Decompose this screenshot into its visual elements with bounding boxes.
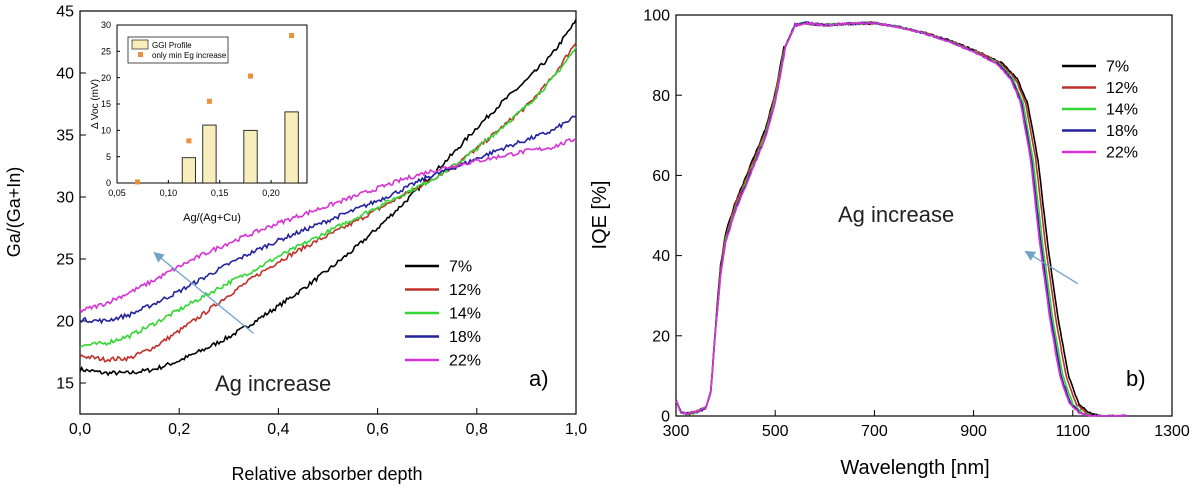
- panel-a-arrow: [153, 251, 255, 334]
- series-line-18%: [79, 115, 577, 325]
- panel-b-label: b): [1126, 366, 1146, 391]
- y-tick-label: 45: [56, 4, 74, 21]
- inset-ylabel: Δ Voc (mV): [90, 79, 101, 129]
- x-tick-label: 0,10: [160, 188, 178, 198]
- y-tick-label: 40: [56, 66, 74, 83]
- legend-label: 22%: [449, 353, 481, 370]
- panel-b-legend: 7% 12% 14% 18% 22%: [1062, 59, 1138, 162]
- x-tick-label: 0,2: [168, 421, 190, 438]
- y-tick-label: 35: [56, 128, 74, 145]
- panel-a-label: a): [529, 366, 549, 391]
- legend-label: 14%: [449, 306, 481, 323]
- panel-b-ylabel: IQE [%]: [589, 181, 611, 250]
- x-tick-label: 0,0: [69, 421, 91, 438]
- y-tick-label: 60: [652, 168, 670, 185]
- x-tick-label: 1100: [1056, 423, 1091, 440]
- legend-label: 12%: [1106, 80, 1138, 97]
- series-line-14%: [79, 46, 577, 349]
- inset-point: [248, 73, 254, 79]
- y-tick-label: 0: [661, 409, 670, 426]
- y-tick-label: 40: [652, 248, 670, 265]
- x-tick-label: 0,8: [466, 421, 488, 438]
- legend-label: 22%: [1106, 145, 1138, 162]
- x-tick-label: 0,6: [366, 421, 388, 438]
- legend-label: 18%: [449, 329, 481, 346]
- panel-b-arrow: [1024, 250, 1079, 285]
- panel-b-frame: [675, 14, 1173, 417]
- inset-bar: [284, 111, 299, 184]
- y-tick-label: 0: [106, 178, 111, 188]
- y-tick-label: 100: [643, 8, 670, 25]
- panel-a-legend: 7% 12% 14% 18% 22%: [405, 259, 481, 370]
- series-line-22%: [79, 137, 577, 314]
- x-tick-label: 300: [663, 423, 690, 440]
- panel-b-annotation-arrow: [1024, 250, 1079, 285]
- y-tick-label: 20: [56, 314, 74, 331]
- y-tick-label: 30: [101, 20, 111, 30]
- panel-b-lines: [675, 20, 1128, 417]
- x-tick-label: 0,20: [262, 188, 280, 198]
- x-tick-label: 1,0: [565, 421, 587, 438]
- series-line-7%: [79, 18, 577, 377]
- panel-b-xlabel: Wavelength [nm]: [840, 457, 989, 479]
- legend-label: 7%: [449, 259, 472, 276]
- panel-a-ticks: 0,0 0,2 0,4 0,6 0,8 1,0 15 20 25 30 35 40 45: [56, 4, 587, 438]
- inset-point: [206, 98, 212, 104]
- y-tick-label: 15: [56, 376, 74, 393]
- x-tick-label: 0,05: [108, 188, 126, 198]
- inset-bar: [243, 129, 258, 184]
- panel-a-annotation: Ag increase: [215, 371, 331, 396]
- inset-bars: [181, 111, 299, 184]
- x-tick-label: 0,15: [211, 188, 229, 198]
- x-tick-label: 700: [861, 423, 888, 440]
- y-tick-label: 80: [652, 88, 670, 105]
- inset-legend-point-swatch: [138, 52, 143, 57]
- y-tick-label: 25: [56, 252, 74, 269]
- inset-legend-bar-label: GGI Profile: [152, 41, 192, 50]
- inset-bar: [181, 157, 196, 184]
- inset-legend-bar-swatch: [131, 39, 149, 50]
- y-tick-label: 20: [652, 328, 670, 345]
- x-tick-label: 1300: [1154, 423, 1190, 440]
- inset-legend-point-label: only min Eg increase: [152, 51, 227, 60]
- inset-bar: [202, 124, 217, 184]
- y-tick-label: 30: [56, 190, 74, 207]
- panel-a-xlabel: Relative absorber depth: [231, 464, 422, 484]
- series-line-12%: [79, 42, 577, 363]
- inset-point: [135, 179, 141, 185]
- x-tick-label: 900: [960, 423, 987, 440]
- legend-label: 12%: [449, 282, 481, 299]
- series-line-22%: [675, 21, 1128, 417]
- y-tick-label: 10: [101, 125, 111, 135]
- x-tick-label: 500: [762, 423, 789, 440]
- inset-xlabel: Ag/(Ag+Cu): [183, 212, 241, 224]
- y-tick-label: 20: [101, 73, 111, 83]
- y-tick-label: 5: [106, 152, 111, 162]
- panel-b-ticks: 300 500 700 900 1100 1300 0 20 40 60 80 100: [643, 8, 1190, 440]
- y-tick-label: 15: [101, 99, 111, 109]
- inset-points: [135, 33, 295, 185]
- inset-chart: 0,05 0,10 0,15 0,20 0 5 10 15 20 25 30 GGI Profile…: [90, 20, 308, 224]
- legend-label: 18%: [1106, 123, 1138, 140]
- panel-a-ylabel: Ga/(Ga+In): [4, 167, 24, 258]
- y-tick-label: 25: [101, 46, 111, 56]
- legend-label: 7%: [1106, 59, 1129, 76]
- panel-a: 0,0 0,2 0,4 0,6 0,8 1,0 15 20 25 30 35 40 45 Ag incr…: [4, 4, 587, 484]
- inset-ticks: 0,05 0,10 0,15 0,20 0 5 10 15 20 25 30: [101, 20, 280, 198]
- panel-b: 300 500 700 900 1100 1300 0 20 40 60 80 100 Ag incr…: [589, 8, 1190, 479]
- legend-label: 14%: [1106, 102, 1138, 119]
- x-tick-label: 0,4: [267, 421, 289, 438]
- inset-point: [289, 33, 295, 39]
- panel-a-annotation-arrow: [153, 251, 255, 334]
- inset-point: [186, 138, 192, 144]
- panel-b-annotation: Ag increase: [838, 202, 954, 227]
- panel-a-lines: [79, 18, 577, 377]
